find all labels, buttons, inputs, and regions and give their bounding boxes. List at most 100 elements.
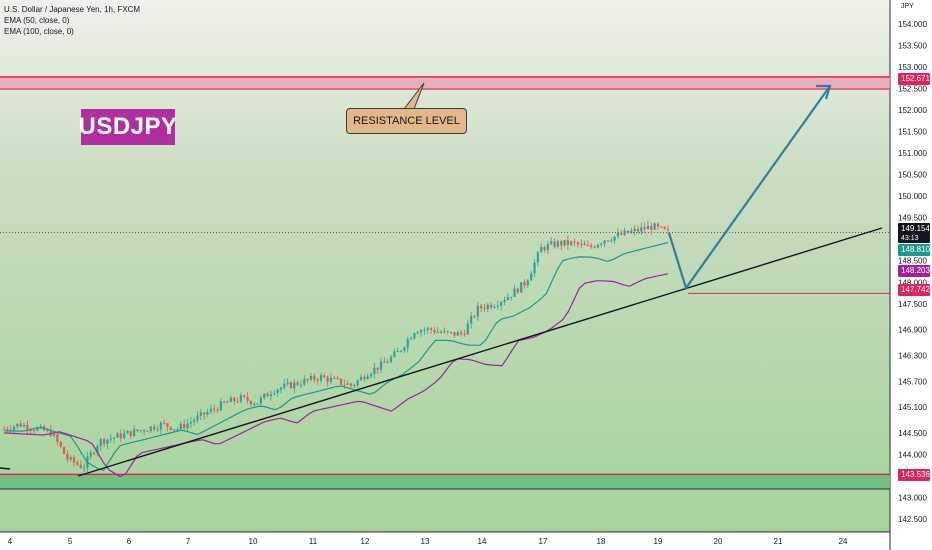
candle-body[interactable] [256,403,259,405]
candle-body[interactable] [413,333,416,339]
candle-body[interactable] [620,232,623,235]
candle-body[interactable] [119,433,122,439]
candle-body[interactable] [460,332,463,334]
candle-body[interactable] [76,462,79,465]
candle-body[interactable] [416,332,419,334]
candle-body[interactable] [123,433,126,439]
candle-body[interactable] [446,331,449,333]
candle-body[interactable] [116,433,119,438]
candle-body[interactable] [36,427,39,431]
candle-body[interactable] [273,393,276,395]
candle-body[interactable] [136,429,139,432]
candle-body[interactable] [99,439,102,447]
candle-body[interactable] [163,422,166,424]
candle-body[interactable] [59,441,62,447]
candle-body[interactable] [476,305,479,317]
candle-body[interactable] [409,338,413,340]
candle-body[interactable] [456,332,459,336]
candle-body[interactable] [493,306,496,308]
candle-body[interactable] [303,379,306,385]
candle-body[interactable] [640,227,643,232]
candle-body[interactable] [173,429,176,431]
candle-body[interactable] [209,408,212,413]
candle-body[interactable] [56,434,59,442]
candle-body[interactable] [323,375,326,378]
candle-body[interactable] [613,236,616,241]
candle-body[interactable] [566,240,569,245]
candle-body[interactable] [199,412,202,416]
candle-body[interactable] [530,273,533,281]
candle-body[interactable] [313,375,316,380]
candle-body[interactable] [206,412,209,415]
candle-body[interactable] [356,380,359,385]
candle-body[interactable] [396,350,399,352]
candle-body[interactable] [540,247,543,253]
candle-body[interactable] [32,430,36,432]
candle-body[interactable] [89,452,92,457]
candle-body[interactable] [243,395,246,397]
candle-body[interactable] [26,424,29,430]
candle-body[interactable] [429,328,433,330]
candle-body[interactable] [153,426,156,430]
candle-body[interactable] [299,384,303,386]
candle-body[interactable] [129,431,132,437]
candle-body[interactable] [610,240,613,242]
candle-body[interactable] [6,428,9,430]
candle-body[interactable] [79,464,82,469]
candle-body[interactable] [596,244,600,248]
candle-body[interactable] [269,394,273,397]
candle-body[interactable] [239,395,243,402]
candle-body[interactable] [366,376,369,380]
candle-body[interactable] [450,331,453,333]
candle-body[interactable] [146,431,149,433]
candle-body[interactable] [72,457,76,463]
legend-ema100[interactable]: EMA (100, close, 0) [4,27,74,36]
candle-body[interactable] [590,245,593,247]
candle-body[interactable] [39,426,42,428]
candle-body[interactable] [463,333,466,335]
candle-body[interactable] [560,241,563,246]
candle-body[interactable] [159,422,162,430]
candle-body[interactable] [19,423,22,427]
candle-body[interactable] [246,396,249,401]
candle-body[interactable] [379,361,383,370]
candle-body[interactable] [289,382,293,389]
projection-path[interactable] [667,85,831,291]
candle-body[interactable] [2,428,6,430]
candle-body[interactable] [143,430,146,432]
candle-body[interactable] [626,230,630,234]
candle-body[interactable] [279,387,283,390]
candle-body[interactable] [82,467,86,469]
candle-body[interactable] [343,384,346,386]
candle-body[interactable] [193,420,196,422]
candle-body[interactable] [263,393,266,398]
candle-body[interactable] [556,241,559,247]
candle-body[interactable] [46,429,49,431]
candle-body[interactable] [363,376,366,380]
candle-body[interactable] [513,288,516,297]
candle-body[interactable] [223,401,226,403]
candle-body[interactable] [656,223,660,227]
legend-ema50[interactable]: EMA (50, close, 0) [4,16,70,25]
candle-body[interactable] [550,241,553,245]
candle-body[interactable] [339,378,343,385]
candle-body[interactable] [473,316,476,318]
candle-body[interactable] [523,282,526,286]
candle-body[interactable] [606,240,610,242]
candle-body[interactable] [96,446,99,453]
candle-body[interactable] [516,288,519,293]
candle-body[interactable] [326,377,329,382]
candle-body[interactable] [369,373,373,377]
candle-body[interactable] [196,415,199,421]
candle-body[interactable] [496,305,499,307]
candle-body[interactable] [29,429,32,431]
candle-body[interactable] [9,429,12,431]
candle-body[interactable] [573,241,576,243]
candle-body[interactable] [336,377,339,379]
candle-body[interactable] [660,226,663,228]
candle-body[interactable] [139,430,142,432]
candle-body[interactable] [186,423,189,429]
candle-body[interactable] [283,383,286,388]
candle-body[interactable] [219,401,222,411]
candle-body[interactable] [92,452,96,454]
